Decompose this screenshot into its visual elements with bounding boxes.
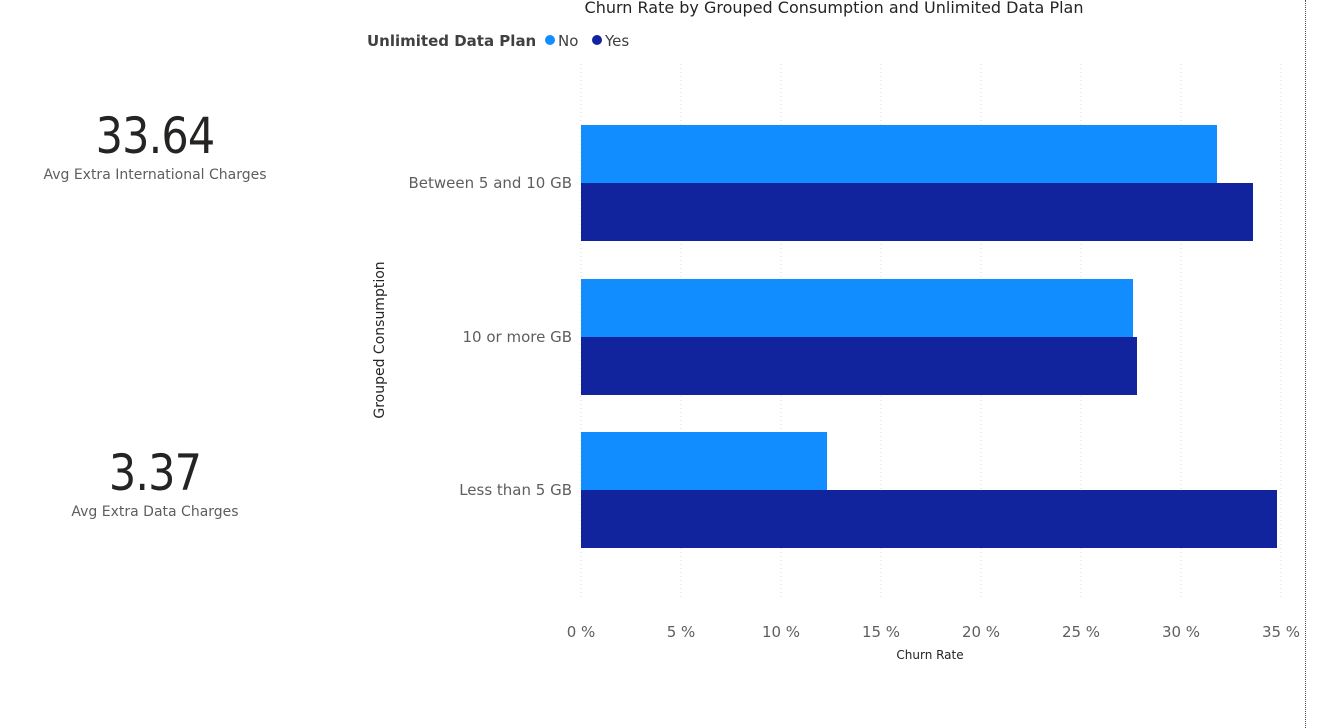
kpi-value: 33.64	[95, 107, 216, 165]
churn-rate-bar-chart[interactable]: Churn Rate by Grouped Consumption and Un…	[360, 0, 1308, 728]
legend-marker-no	[545, 35, 555, 45]
kpi-label: Avg Extra International Charges	[43, 167, 267, 183]
kpi-card-intl-charges[interactable]: 33.64 Avg Extra International Charges	[0, 108, 310, 184]
legend-item-yes[interactable]: Yes	[604, 32, 629, 50]
y-category-label: 10 or more GB	[462, 328, 572, 346]
chart-title: Churn Rate by Grouped Consumption and Un…	[585, 0, 1084, 17]
visual-border	[1305, 0, 1306, 728]
bar-no[interactable]	[581, 125, 1217, 183]
x-tick-label: 35 %	[1262, 623, 1300, 641]
x-tick-label: 30 %	[1162, 623, 1200, 641]
bar-yes[interactable]	[581, 183, 1253, 241]
x-tick-label: 25 %	[1062, 623, 1100, 641]
x-axis-title: Churn Rate	[896, 648, 963, 662]
kpi-label: Avg Extra Data Charges	[71, 504, 239, 520]
legend-marker-yes	[592, 35, 602, 45]
y-category-label: Less than 5 GB	[459, 481, 572, 499]
bar-no[interactable]	[581, 432, 827, 490]
kpi-card-data-charges[interactable]: 3.37 Avg Extra Data Charges	[0, 445, 310, 521]
bar-yes[interactable]	[581, 490, 1277, 548]
y-category-label: Between 5 and 10 GB	[409, 174, 572, 192]
bar-no[interactable]	[581, 279, 1133, 337]
kpi-value: 3.37	[108, 444, 202, 502]
bar-yes[interactable]	[581, 337, 1137, 395]
x-tick-label: 5 %	[667, 623, 696, 641]
legend-item-no[interactable]: No	[558, 32, 578, 50]
legend-title: Unlimited Data Plan	[367, 32, 536, 50]
y-axis-title: Grouped Consumption	[372, 261, 388, 418]
x-tick-label: 15 %	[862, 623, 900, 641]
x-tick-label: 0 %	[567, 623, 596, 641]
chart-canvas: Churn Rate by Grouped Consumption and Un…	[367, 0, 1300, 662]
x-tick-label: 20 %	[962, 623, 1000, 641]
x-tick-label: 10 %	[762, 623, 800, 641]
